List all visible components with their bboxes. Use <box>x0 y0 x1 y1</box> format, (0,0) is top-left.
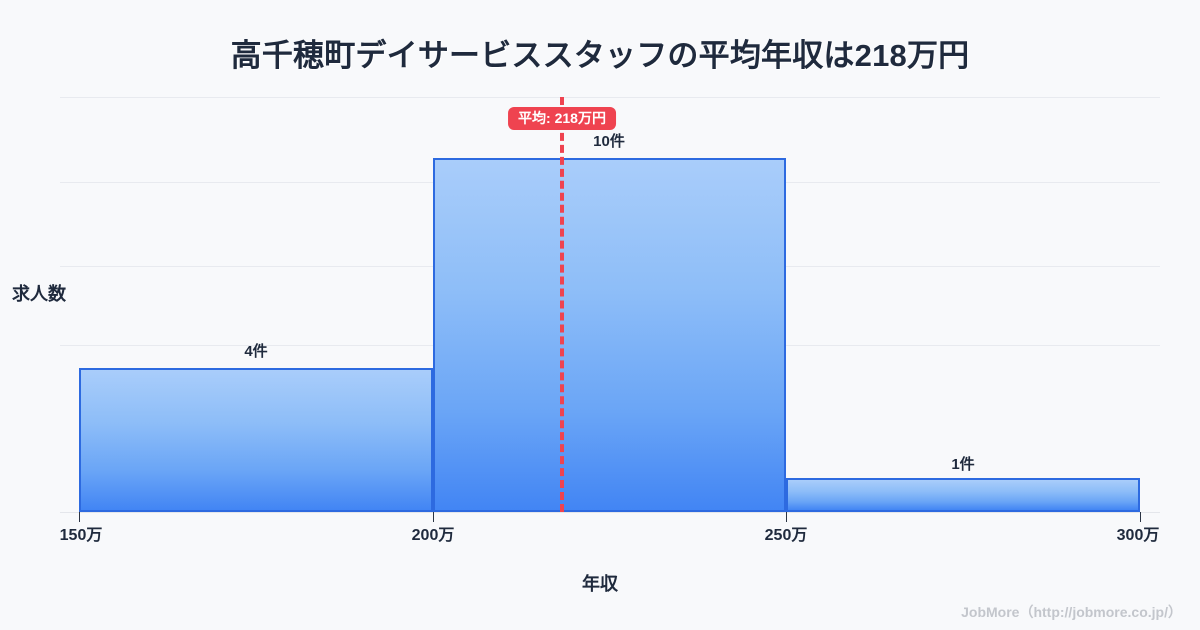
bar-bin-200-250[interactable] <box>433 158 786 512</box>
gridline <box>60 97 1160 98</box>
bar-bin-150-200[interactable] <box>79 368 433 512</box>
plot-area: 4件 10件 1件 <box>60 97 1160 513</box>
x-axis-label-250: 250万 <box>764 527 808 544</box>
x-axis-title: 年収 <box>582 574 618 594</box>
bar-value-label: 10件 <box>593 133 625 150</box>
bar-value-label: 4件 <box>244 343 268 360</box>
x-axis-label-200: 200万 <box>411 527 455 544</box>
bar-bin-250-300[interactable] <box>786 478 1140 512</box>
y-axis-title: 求人数 <box>12 284 66 304</box>
average-badge: 平均: 218万円 <box>508 107 616 130</box>
page-title: 高千穂町デイサービススタッフの平均年収は218万円 <box>230 38 970 73</box>
watermark: JobMore（http://jobmore.co.jp/） <box>961 604 1182 620</box>
bar-value-label: 1件 <box>951 456 975 473</box>
axis-baseline <box>60 512 1160 513</box>
x-tick <box>786 512 787 522</box>
x-tick <box>79 512 80 522</box>
x-axis-label-150: 150万 <box>59 527 103 544</box>
x-tick <box>433 512 434 522</box>
x-axis-label-300: 300万 <box>1116 527 1160 544</box>
x-tick <box>1140 512 1141 522</box>
average-line <box>560 97 564 512</box>
